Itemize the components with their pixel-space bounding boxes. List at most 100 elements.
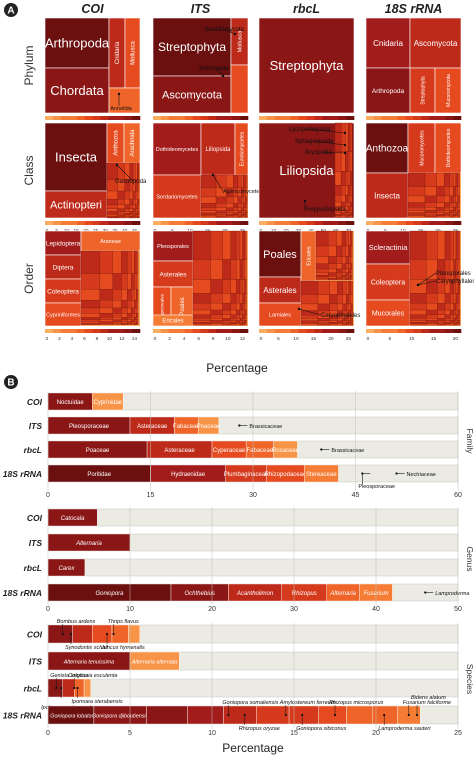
small-taxa-tile [131,323,135,325]
scale-bar-segment [184,221,193,225]
small-taxa-tile [340,185,346,196]
scale-bar-segment [132,329,141,333]
small-taxa-tile [437,293,446,304]
small-taxa-tile [226,196,234,204]
small-taxa-tile [350,320,353,323]
scale-tick-label: 20 [453,336,459,342]
small-taxa-tile [239,323,243,326]
bar-segment [92,392,124,411]
small-taxa-tile [127,273,132,290]
small-taxa-tile [453,202,456,208]
bar-group-genus: COI Catocala ITS Alternaria rbcL Carex 18S rRN… [3,507,474,613]
scale-bar-segment [366,329,375,333]
small-taxa-tile [407,186,426,197]
small-taxa-tile [239,230,243,260]
small-taxa-tile [444,212,450,215]
scale-bar-segment [168,329,178,333]
small-taxa-tile [444,322,451,324]
small-taxa-tile [134,317,137,320]
treemap-rect [365,17,411,69]
small-taxa-tile [348,322,351,324]
scale-tick-label: 0 [46,336,49,342]
small-taxa-tile [340,214,346,216]
small-taxa-tile [350,294,353,305]
small-taxa-tile [129,211,134,214]
small-taxa-tile [329,280,338,295]
scale-bar-segment [346,116,355,120]
small-taxa-tile [239,309,243,315]
panel-a-treemaps: A COI ITS rbcL 18S rRNA Phylum Class Order Perce… [4,2,474,375]
small-taxa-tile [444,309,451,315]
small-taxa-tile [345,215,349,218]
small-taxa-tile [192,323,211,326]
small-taxa-tile [215,212,227,215]
small-taxa-tile [112,307,122,314]
small-taxa-tile [132,198,136,205]
small-taxa-tile [129,204,134,209]
small-taxa-tile [444,303,451,311]
treemap-class-18s-rrna: Anthozoa Insecta Mucoromycetes Dothideomyce… [365,122,462,234]
small-taxa-tile [300,310,319,316]
scale-bar-segment [168,116,178,120]
scale-bar-segment [437,221,446,225]
small-taxa-tile [345,185,349,196]
bar-segment [273,440,298,459]
small-taxa-tile [436,207,445,211]
scale-bar-segment [397,221,406,225]
small-taxa-tile [132,190,136,200]
small-taxa-tile [200,212,217,215]
small-taxa-tile [239,318,243,321]
segment-label-rosaceae: Rosaceae [272,448,300,454]
segment-label-fabaceae: Fabaceae [173,424,200,430]
treemap-label-liliopsida: Liliopsida [279,163,334,178]
small-taxa-tile [455,202,458,208]
small-taxa-tile [449,309,454,315]
axis-tick-label: 20 [208,606,216,613]
small-taxa-tile [215,203,227,208]
scale-tick-label: 4 [71,336,74,342]
small-taxa-tile [329,320,338,323]
small-taxa-tile [226,214,234,217]
small-taxa-tile [345,268,349,273]
row-label-18s-rrna: 18S rRNA [3,711,42,721]
small-taxa-tile [236,322,241,324]
scale-bar-segment [200,221,209,225]
treemap-phylum-coi: Arthropoda Chordata Cnidaria Mollusca Anneli… [44,17,141,129]
treemap-label-ascomycota: Ascomycota [162,89,223,101]
small-taxa-tile [345,151,349,172]
scale-bar-segment [200,116,209,120]
callout-line [322,151,346,154]
segment-label-alternaria: Alternaria [329,591,356,597]
small-taxa-tile [244,320,247,323]
treemap-label-mucorales: Mucorales [372,310,405,317]
small-taxa-tile [350,323,353,326]
small-taxa-tile [424,212,437,215]
small-taxa-tile [346,280,349,295]
scale-bar-segment [192,329,201,333]
small-taxa-tile [242,303,245,311]
segment-label-fabaceae: Fabaceae [246,448,273,454]
small-taxa-tile [436,195,445,203]
scale-bar-segment [429,116,438,120]
small-taxa-tile [328,272,337,276]
segment-label-asteraceae: Asteraceae [164,448,195,454]
small-taxa-tile [117,208,125,212]
scale-bar-segment [346,329,355,333]
small-taxa-tile [334,122,342,152]
small-taxa-tile [80,317,101,320]
row-label-coi: COI [27,630,43,640]
scale-bar-segment [429,221,438,225]
small-taxa-tile [426,303,438,311]
small-taxa-tile [233,210,239,214]
treemap-rect [152,17,232,77]
small-taxa-tile [449,323,454,326]
small-taxa-tile [241,174,244,189]
callout-dot [73,686,76,690]
small-taxa-tile [349,215,353,218]
small-taxa-tile [121,300,128,309]
treemap-label-polypodiopsida: Polypodiopsida [305,207,346,213]
scale-bar-segment [84,221,93,225]
small-taxa-tile [124,208,130,212]
small-taxa-tile [124,204,130,209]
small-taxa-tile [315,245,329,257]
